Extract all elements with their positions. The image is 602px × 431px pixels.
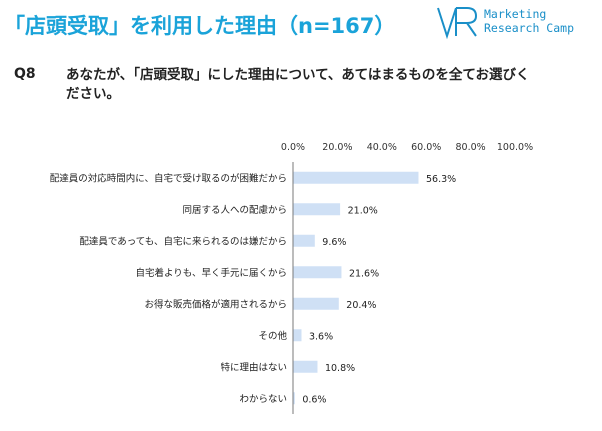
category-label: 特に理由はない	[220, 361, 287, 373]
bar	[293, 392, 295, 405]
category-label: 配達員の対応時間内に、自宅で受け取るのが困難だから	[50, 172, 287, 184]
question-number: Q8	[14, 66, 36, 82]
x-tick-label: 40.0%	[367, 142, 397, 153]
data-label: 0.6%	[302, 394, 326, 405]
data-label: 21.0%	[348, 205, 378, 216]
brand-logo-icon	[437, 7, 478, 40]
data-label: 3.6%	[309, 331, 333, 342]
bar	[293, 266, 342, 279]
question-text: あなたが、「店頭受取」にした理由について、あてはまるものを全てお選びください。	[66, 67, 530, 102]
x-tick-label: 80.0%	[456, 142, 486, 153]
category-label: わからない	[239, 394, 287, 405]
bar	[293, 203, 341, 216]
category-label: お得な販売価格が適用されるから	[144, 298, 287, 310]
bar	[293, 171, 419, 184]
x-tick-label: 60.0%	[411, 142, 441, 153]
x-tick-label: 100.0%	[497, 142, 533, 153]
page-title: 「店頭受取」を利用した理由（n=167）	[4, 14, 396, 38]
category-label: 自宅着よりも、早く手元に届くから	[135, 267, 287, 279]
brand-logo: Marketing Research Camp	[436, 4, 596, 44]
data-label: 56.3%	[426, 174, 456, 185]
brand-name: Marketing Research Camp	[484, 7, 574, 35]
category-label: その他	[258, 330, 287, 342]
brand-line-2: Research Camp	[484, 21, 575, 35]
bar	[293, 234, 315, 247]
bar	[293, 329, 302, 342]
data-label: 9.6%	[322, 237, 346, 248]
brand-line-1: Marketing	[484, 7, 547, 21]
data-label: 10.8%	[325, 363, 355, 374]
x-tick-label: 20.0%	[322, 142, 352, 153]
bar	[293, 360, 318, 373]
category-label: 同居する人への配慮から	[182, 204, 287, 216]
x-tick-label: 0.0%	[281, 142, 305, 153]
category-label: 配達員であっても、自宅に来られるのは嫌だから	[79, 235, 287, 247]
data-label: 20.4%	[346, 300, 376, 311]
data-label: 21.6%	[349, 268, 379, 279]
bar	[293, 297, 339, 310]
